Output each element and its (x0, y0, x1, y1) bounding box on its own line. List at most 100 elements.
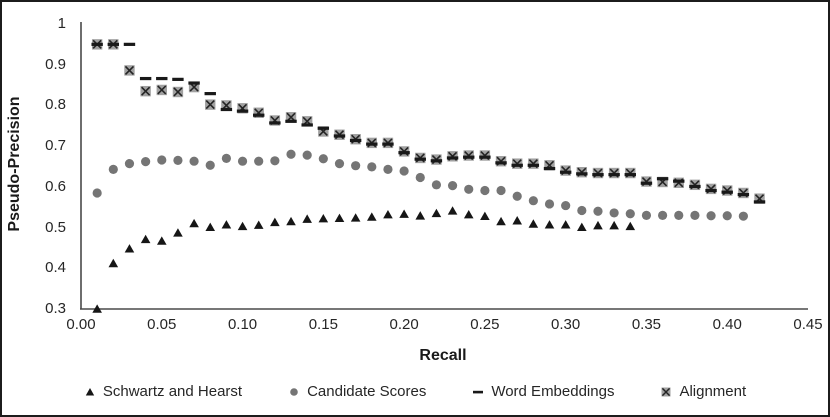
word-embeddings-data-point (333, 134, 346, 138)
word-embeddings-data-point (446, 156, 459, 160)
y-tick-label: 0.4 (45, 259, 66, 277)
schwartz-and-hearst-data-point (577, 222, 587, 231)
word-embeddings-data-point (592, 173, 604, 177)
alignment-data-point (705, 183, 717, 195)
word-embeddings-data-point (673, 179, 685, 183)
schwartz-and-hearst-data-point (560, 220, 571, 229)
word-embeddings-data-point (236, 109, 249, 113)
candidate-scores-data-point (609, 208, 619, 218)
alignment-data-point (722, 185, 733, 196)
candidate-scores-data-point (738, 211, 748, 221)
word-embeddings-data-point (91, 42, 103, 46)
schwartz-and-hearst-data-point (350, 213, 361, 222)
candidate-scores-data-point (415, 172, 425, 183)
y-tick-label: 0.6 (45, 177, 66, 195)
word-embeddings-data-point (123, 42, 136, 46)
word-embeddings-data-point (253, 113, 265, 117)
candidate-scores-data-point (496, 185, 506, 196)
schwartz-and-hearst-data-point (431, 208, 442, 218)
x-tick-label: 0.05 (147, 316, 177, 333)
y-tick-label: 1 (57, 15, 66, 32)
word-embeddings-data-point (753, 200, 766, 204)
x-square-marker-icon (660, 386, 672, 398)
word-embeddings-data-point (398, 151, 410, 155)
legend-item-word-embeddings: Word Embeddings (472, 383, 614, 400)
schwartz-and-hearst-data-point (318, 214, 329, 223)
alignment-data-point (560, 165, 571, 176)
alignment-data-point (140, 85, 151, 97)
candidate-scores-data-point (254, 156, 264, 166)
schwartz-and-hearst-data-point (399, 209, 409, 218)
candidate-scores-data-point (205, 160, 215, 170)
schwartz-and-hearst-data-point (609, 220, 619, 230)
word-embeddings-data-point (317, 126, 330, 130)
legend-label: Word Embeddings (491, 383, 615, 400)
alignment-data-point (641, 176, 652, 187)
candidate-scores-data-point (383, 164, 393, 174)
schwartz-and-hearst-data-point (463, 209, 474, 219)
word-embeddings-data-point (463, 155, 475, 159)
y-tick-label: 0.9 (45, 55, 66, 73)
alignment-data-point (625, 167, 636, 179)
schwartz-and-hearst-data-point (189, 218, 199, 228)
y-tick-label: 0.3 (45, 300, 66, 317)
word-embeddings-data-point (705, 188, 717, 193)
dash-marker-icon (472, 386, 484, 398)
candidate-scores-data-point (674, 210, 684, 220)
candidate-scores-data-point (431, 180, 442, 190)
schwartz-and-hearst-data-point (124, 244, 135, 253)
legend-item-candidate-scores: Candidate Scores (288, 383, 426, 400)
schwartz-and-hearst-data-point (496, 216, 506, 226)
x-tick-label: 0.40 (712, 316, 742, 333)
alignment-data-point (738, 187, 749, 199)
candidate-scores-data-point (173, 155, 183, 165)
candidate-scores-data-point (237, 156, 248, 166)
word-embeddings-data-point (640, 181, 653, 185)
word-embeddings-data-point (172, 77, 184, 81)
circle-marker-icon (288, 386, 300, 398)
schwartz-and-hearst-data-point (237, 221, 248, 231)
alignment-data-point (447, 151, 458, 162)
candidate-scores-data-point (367, 162, 377, 172)
schwartz-and-hearst-data-point (625, 221, 636, 231)
candidate-scores-data-point (399, 166, 409, 176)
word-embeddings-data-point (511, 163, 523, 167)
word-embeddings-data-point (107, 42, 120, 46)
alignment-data-point (495, 156, 507, 167)
candidate-scores-data-point (512, 191, 522, 201)
word-embeddings-data-point (527, 163, 540, 167)
word-embeddings-data-point (285, 119, 297, 123)
word-embeddings-data-point (656, 177, 669, 181)
schwartz-and-hearst-data-point (334, 213, 345, 223)
candidate-scores-data-point (92, 188, 102, 198)
schwartz-and-hearst-data-point (528, 219, 539, 228)
word-embeddings-data-point (479, 155, 491, 159)
schwartz-and-hearst-data-point (480, 211, 490, 220)
word-embeddings-data-point (721, 190, 733, 194)
candidate-scores-data-point (561, 200, 571, 211)
candidate-scores-data-point (464, 184, 474, 194)
alignment-data-point (479, 150, 491, 161)
x-tick-label: 0.30 (551, 316, 581, 333)
schwartz-and-hearst-data-point (286, 216, 296, 226)
schwartz-and-hearst-data-point (253, 220, 264, 229)
candidate-scores-data-point (157, 155, 167, 165)
word-embeddings-data-point (559, 170, 572, 174)
schwartz-and-hearst-data-point (156, 236, 167, 245)
candidate-scores-data-point (641, 210, 652, 220)
y-tick-label: 0.8 (45, 96, 66, 114)
candidate-scores-data-point (544, 199, 555, 209)
schwartz-and-hearst-data-point (593, 220, 603, 230)
word-embeddings-data-point (495, 161, 507, 165)
schwartz-and-hearst-data-point (415, 211, 426, 220)
alignment-data-point (512, 158, 523, 169)
x-tick-label: 0.25 (470, 316, 500, 333)
alignment-data-point (576, 167, 588, 178)
x-tick-label: 0.20 (389, 316, 419, 333)
alignment-data-point (463, 150, 474, 161)
schwartz-and-hearst-data-point (447, 206, 458, 215)
legend-item-schwartz-and-hearst: Schwartz and Hearst (84, 383, 242, 400)
word-embeddings-data-point (737, 192, 750, 197)
word-embeddings-data-point (188, 81, 200, 85)
